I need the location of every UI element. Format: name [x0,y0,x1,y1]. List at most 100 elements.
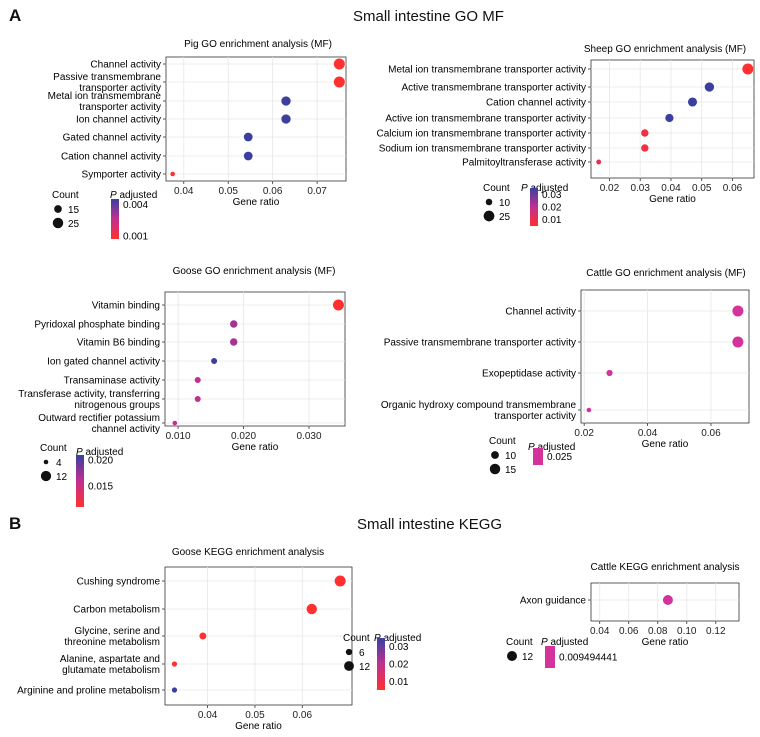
x-tick-label: 0.05 [245,710,265,721]
legend-size-label: 12 [522,652,534,663]
y-tick-label: Passive transmembrane transporter activit… [53,72,161,94]
y-tick-label: Transaminase activity [64,376,160,387]
data-point [596,159,602,165]
data-point [194,376,201,384]
y-tick-label: Calcium ion transmembrane transporter ac… [376,129,586,140]
legend-count-title: Count [343,633,370,644]
legend-size-label: 10 [505,451,517,462]
y-tick-label: Cation channel activity [486,98,586,109]
y-tick-label: Gated channel activity [63,133,161,144]
x-axis-label: Gene ratio [649,194,696,205]
x-axis-label: Gene ratio [233,197,280,208]
y-tick-label: Active transmembrane transporter activit… [401,83,586,94]
x-tick-label: 0.06 [293,710,313,721]
data-point [333,76,345,88]
x-tick-label: 0.12 [706,626,726,637]
chart-title: Goose KEGG enrichment analysis [172,547,324,558]
legend-color-bar [76,455,84,507]
y-tick-label: Palmitoyltransferase activity [462,158,586,169]
legend-color-bar [111,199,119,239]
legend-p-title: P adjusted [541,637,588,648]
x-axis-label: Gene ratio [642,439,689,450]
data-point [333,58,345,70]
x-tick-label: 0.030 [296,431,321,442]
data-point [281,96,291,106]
legend-size-label: 25 [499,212,511,223]
y-tick-label: Cushing syndrome [77,577,161,588]
legend-size-label: 12 [56,472,68,483]
y-tick-label: Channel activity [505,307,576,318]
legend-count-title: Count [489,436,516,447]
legend-p-tick-label: 0.015 [88,482,113,493]
legend-p-tick-label: 0.02 [389,660,409,671]
legend-size-dot [345,648,353,656]
data-point [732,336,744,348]
chart-cattle-kegg: Cattle KEGG enrichment analysis 0.04 0.06 0… [506,562,739,668]
legend-color-bar [530,188,538,226]
data-point [704,82,715,92]
legend-p-tick-label: 0.020 [88,456,113,467]
legend-size-label: 15 [68,205,80,216]
x-tick-label: 0.04 [661,183,681,194]
x-tick-label: 0.04 [638,428,658,439]
chart-cattle-go: Cattle GO enrichment analysis (MF) 0.02 0.… [381,268,750,476]
x-tick-label: 0.05 [218,186,238,197]
legend-size-label: 12 [359,662,371,673]
legend-count-title: Count [52,190,79,201]
x-axis-label: Gene ratio [642,637,689,648]
legend-p-tick-label: 0.03 [389,642,409,653]
y-tick-label: Carbon metabolism [73,605,160,616]
x-tick-label: 0.06 [723,183,743,194]
data-point [662,595,673,605]
x-tick-label: 0.010 [166,431,191,442]
chart-pig: Pig GO enrichment analysis (MF) 0.04 0.05 0… [48,39,347,242]
y-tick-label: Glycine, serine and threonine metabolism [64,626,160,648]
x-tick-label: 0.04 [174,186,194,197]
chart-goose-kegg: Goose KEGG enrichment analysis 0.04 0.05 0.… [17,547,421,732]
legend-p-title: P adjusted [110,190,157,201]
data-point [332,299,344,311]
data-point [172,420,178,426]
data-point [281,114,291,124]
data-point [194,395,201,403]
y-tick-label: Transferase activity, transferring nitrog… [18,389,160,411]
data-point [243,132,253,142]
chart-goose-go: Goose GO enrichment analysis (MF) 0.010 0.… [18,266,346,507]
legend-p-tick-label: 0.009494441 [559,653,618,664]
legend-p-tick-label: 0.03 [542,190,562,201]
x-tick-label: 0.03 [630,183,650,194]
legend-p-tick-label: 0.025 [547,452,572,463]
legend-size-dot [489,463,501,475]
data-point [211,357,218,365]
y-tick-label: Outward rectifier potassium channel activ… [38,413,160,435]
data-point [171,687,178,693]
data-point [170,171,175,177]
x-tick-label: 0.02 [574,428,594,439]
y-tick-label: Metal ion transmembrane transporter acti… [388,65,586,76]
data-point [687,97,698,107]
y-tick-label: Channel activity [90,60,161,71]
legend-count-title: Count [483,183,510,194]
legend-size-label: 4 [56,458,62,469]
legend-color-bar [545,646,555,668]
y-tick-label: Sodium ion transmembrane transporter act… [379,144,586,155]
data-point [199,632,207,640]
legend-size-dot [485,198,493,206]
chart-title: Sheep GO enrichment analysis (MF) [584,44,746,55]
legend-p-title: P adjusted [528,442,575,453]
panel-a-title: Small intestine GO MF [353,8,504,25]
y-tick-label: Vitamin binding [92,301,160,312]
legend-size-dot [344,661,354,671]
x-tick-label: 0.020 [231,431,256,442]
data-point [243,151,253,161]
legend-p-tick-label: 0.02 [542,203,562,214]
panel-b-letter: B [9,514,22,533]
x-axis-label: Gene ratio [232,442,279,453]
legend-size-label: 25 [68,219,80,230]
data-point [230,320,238,328]
y-tick-label: Symporter activity [82,170,161,181]
y-tick-label: Passive transmembrane transporter activi… [384,338,576,349]
legend-size-label: 10 [499,198,511,209]
